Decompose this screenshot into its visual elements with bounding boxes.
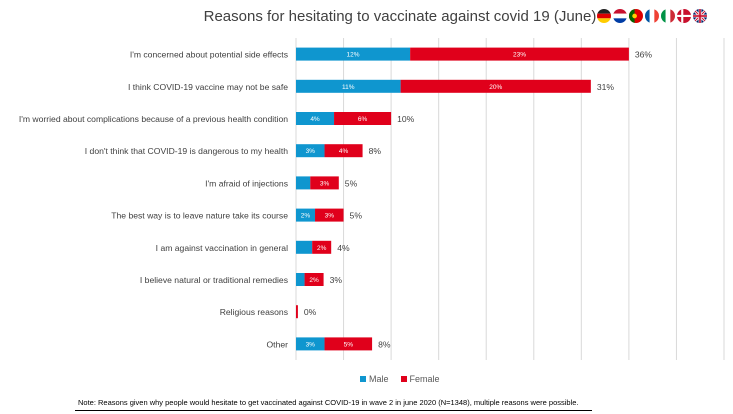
total-label: 8% xyxy=(369,146,382,156)
total-label: 36% xyxy=(635,50,653,60)
data-label-female: 5% xyxy=(344,341,354,348)
legend-swatch-female xyxy=(400,376,407,382)
category-label: I believe natural or traditional remedie… xyxy=(140,275,288,285)
bar-male xyxy=(296,273,305,286)
category-label: Other xyxy=(267,339,289,349)
bar-male xyxy=(296,337,325,351)
italy-flag-icon[interactable] xyxy=(661,9,675,23)
legend-label-female: Female xyxy=(409,374,440,384)
total-label: 5% xyxy=(345,178,358,188)
data-label-male: 3% xyxy=(306,148,316,155)
data-label-male: 11% xyxy=(342,84,355,91)
portugal-flag-icon[interactable] xyxy=(629,9,643,23)
bar-male xyxy=(296,240,313,254)
country-flags xyxy=(597,9,707,23)
bar-male xyxy=(296,144,325,158)
total-label: 31% xyxy=(597,82,615,92)
data-label-male: 4% xyxy=(310,116,320,123)
bar-male xyxy=(296,79,401,93)
chart-title: Reasons for hesitating to vaccinate agai… xyxy=(203,8,597,25)
legend: Male Female xyxy=(360,374,440,384)
data-label-female: 6% xyxy=(358,116,368,123)
bar-male xyxy=(296,112,335,125)
bar-female xyxy=(400,79,591,93)
legend-female: Female xyxy=(400,374,440,384)
legend-swatch-male xyxy=(360,376,366,382)
data-label-female: 3% xyxy=(320,180,330,187)
category-label: I am against vaccination in general xyxy=(156,243,288,253)
bar-male xyxy=(296,47,411,61)
data-label-female: 4% xyxy=(339,148,349,155)
total-label: 3% xyxy=(330,275,343,285)
data-label-female: 3% xyxy=(325,213,335,220)
category-label: The best way is to leave nature take its… xyxy=(111,211,288,221)
bar-female xyxy=(324,337,373,351)
footnote: Note: Reasons given why people would hes… xyxy=(78,398,579,407)
uk-flag-icon[interactable] xyxy=(693,9,707,23)
bar-female xyxy=(304,273,324,286)
bar-female xyxy=(324,144,363,158)
category-label: I think COVID-19 vaccine may not be safe xyxy=(128,82,288,92)
category-label: Religious reasons xyxy=(220,307,288,317)
data-label-male: 3% xyxy=(306,341,316,348)
bar-female xyxy=(410,47,629,61)
bar-male xyxy=(296,176,311,190)
bar-female xyxy=(310,176,339,190)
bar-male xyxy=(296,208,316,222)
category-label: I don't think that COVID-19 is dangerous… xyxy=(85,146,288,156)
total-label: 4% xyxy=(337,243,350,253)
total-label: 5% xyxy=(350,211,363,221)
total-label: 10% xyxy=(397,114,415,124)
germany-flag-icon[interactable] xyxy=(597,9,611,23)
data-label-female: 2% xyxy=(309,277,319,284)
category-label: I'm worried about complications because … xyxy=(19,114,288,124)
bar-female xyxy=(312,240,332,254)
data-label-female: 20% xyxy=(489,84,502,91)
data-label-male: 12% xyxy=(347,52,360,59)
total-label: 0% xyxy=(304,307,317,317)
denmark-flag-icon[interactable] xyxy=(677,9,691,23)
bar-female xyxy=(296,305,298,319)
total-label: 8% xyxy=(378,339,391,349)
footnote-rule xyxy=(75,410,592,411)
category-label: I'm afraid of injections xyxy=(205,178,288,188)
category-label: I'm concerned about potential side effec… xyxy=(130,50,288,60)
bar-female xyxy=(315,208,344,222)
bar-female xyxy=(334,112,392,125)
legend-male: Male xyxy=(360,374,389,384)
legend-label-male: Male xyxy=(369,374,389,384)
data-label-female: 2% xyxy=(317,245,327,252)
data-label-male: 2% xyxy=(301,213,311,220)
netherlands-flag-icon[interactable] xyxy=(613,9,627,23)
data-label-female: 23% xyxy=(513,52,526,59)
france-flag-icon[interactable] xyxy=(645,9,659,23)
